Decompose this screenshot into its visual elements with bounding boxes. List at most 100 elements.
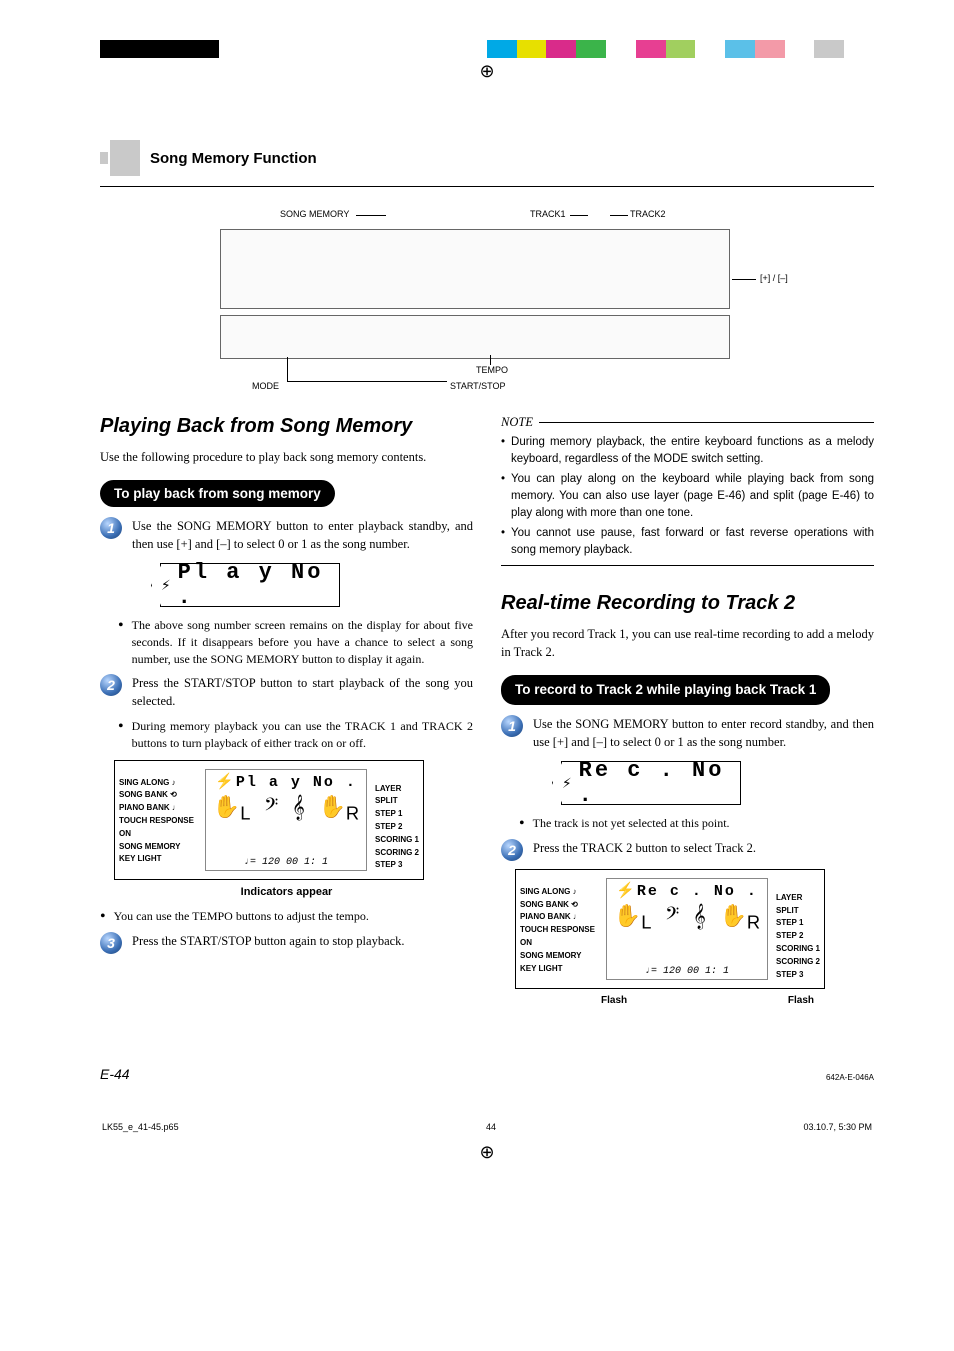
left-column: Playing Back from Song Memory Use the fo…: [100, 415, 473, 1006]
flash-icon: ⚡: [562, 773, 575, 793]
bass-clef-icon: 𝄢: [665, 903, 679, 933]
lcd-text: Pl a y No .: [178, 560, 339, 610]
bullet: • The above song number screen remains o…: [118, 617, 473, 667]
treble-clef-icon: 𝄞: [292, 794, 305, 824]
note-heading: NOTE: [501, 415, 874, 430]
flash-captions: Flash Flash: [501, 995, 874, 1006]
display-title: ⚡Pl a y No .: [206, 772, 366, 791]
page-footer: E-44 642A-E-046A: [100, 1066, 874, 1082]
meta-file: LK55_e_41-45.p65: [102, 1122, 179, 1132]
display-hands: ✋L 𝄢 𝄞 ✋R: [206, 794, 366, 824]
flash-right: Flash: [788, 995, 814, 1006]
hand-left-icon: ✋L: [614, 903, 652, 933]
page: ⊕ Song Memory Function SONG MEMORY TRACK…: [0, 0, 954, 1203]
step-text: Use the SONG MEMORY button to enter reco…: [533, 715, 874, 751]
step-number-icon: 3: [100, 932, 122, 954]
flash-icon: ⚡: [161, 575, 174, 595]
bullet-text: The track is not yet selected at this po…: [533, 815, 730, 833]
label-start-stop: START/STOP: [450, 381, 506, 391]
bullet-dot: •: [118, 718, 124, 752]
heading-realtime-track2: Real-time Recording to Track 2: [501, 592, 874, 615]
lcd-text: Re c . No .: [579, 758, 740, 808]
header-rule: [100, 186, 874, 187]
content-columns: Playing Back from Song Memory Use the fo…: [100, 415, 874, 1006]
bullet-text: The above song number screen remains on …: [132, 617, 473, 667]
lcd-rec-no: ⚡ Re c . No .: [561, 761, 741, 805]
print-color-bar: [100, 40, 874, 58]
page-number: E-44: [100, 1066, 130, 1082]
hand-right-icon: ✋R: [720, 903, 761, 933]
bullet-dot: •: [519, 815, 525, 833]
display-left-labels: SING ALONG ♪SONG BANK ⟲PIANO BANK ♩TOUCH…: [119, 777, 194, 867]
hand-right-icon: ✋R: [319, 794, 360, 824]
step-number-icon: 2: [100, 674, 122, 696]
display-screen: ⚡Re c . No . ✋L 𝄢 𝄞 ✋R ♩= 120 00 1: 1: [606, 878, 768, 980]
registration-mark-top: ⊕: [100, 62, 874, 80]
flash-icon: ⚡: [215, 774, 236, 791]
subhead-record-track2: To record to Track 2 while playing back …: [501, 675, 830, 705]
bullet: • You can use the TEMPO buttons to adjus…: [100, 908, 473, 926]
note-item: •You can play along on the keyboard whil…: [501, 471, 874, 521]
lcd-play-no: ⚡ Pl a y No .: [160, 563, 340, 607]
label-song-memory: SONG MEMORY: [280, 209, 349, 219]
step-text: Press the START/STOP button to start pla…: [132, 674, 473, 710]
treble-clef-icon: 𝄞: [693, 903, 706, 933]
intro-text: After you record Track 1, you can use re…: [501, 625, 874, 661]
note-list: •During memory playback, the entire keyb…: [501, 434, 874, 559]
step-2: 2 Press the TRACK 2 button to select Tra…: [501, 839, 874, 861]
step-number-icon: 1: [501, 715, 523, 737]
meta-timestamp: 03.10.7, 5:30 PM: [803, 1122, 872, 1132]
display-tempo: ♩= 120 00 1: 1: [206, 857, 366, 868]
bullet-dot: •: [118, 617, 124, 667]
hand-left-icon: ✋L: [213, 794, 251, 824]
display-right-labels: LAYERSPLITSTEP 1STEP 2SCORING 1SCORING 2…: [776, 892, 820, 982]
doc-code: 642A-E-046A: [826, 1073, 874, 1082]
step-3: 3 Press the START/STOP button again to s…: [100, 932, 473, 954]
display-title: ⚡Re c . No .: [607, 881, 767, 900]
note-item: •You cannot use pause, fast forward or f…: [501, 525, 874, 558]
step-number-icon: 1: [100, 517, 122, 539]
tab-block: [110, 140, 140, 176]
section-title: Song Memory Function: [150, 150, 317, 167]
step-text: Use the SONG MEMORY button to enter play…: [132, 517, 473, 553]
display-right-labels: LAYERSPLITSTEP 1STEP 2SCORING 1SCORING 2…: [375, 783, 419, 873]
step-number-icon: 2: [501, 839, 523, 861]
keyboard-diagram: SONG MEMORY TRACK1 TRACK2 [+] / [–] TEMP…: [120, 205, 854, 385]
note-item: •During memory playback, the entire keyb…: [501, 434, 874, 467]
step-2: 2 Press the START/STOP button to start p…: [100, 674, 473, 710]
note-label: NOTE: [501, 415, 533, 430]
label-track2: TRACK2: [630, 209, 666, 219]
step-1: 1 Use the SONG MEMORY button to enter pl…: [100, 517, 473, 553]
bass-clef-icon: 𝄢: [264, 794, 278, 824]
right-column: NOTE •During memory playback, the entire…: [501, 415, 874, 1006]
flash-icon: ⚡: [616, 883, 637, 900]
subhead-playback: To play back from song memory: [100, 480, 335, 507]
page-header: Song Memory Function: [100, 140, 874, 176]
caption-indicators: Indicators appear: [100, 886, 473, 898]
step-text: Press the START/STOP button again to sto…: [132, 932, 473, 954]
flash-left: Flash: [601, 995, 627, 1006]
display-tempo: ♩= 120 00 1: 1: [607, 966, 767, 977]
display-panel-rec: SING ALONG ♪SONG BANK ⟲PIANO BANK ♩TOUCH…: [515, 869, 825, 989]
step-1: 1 Use the SONG MEMORY button to enter re…: [501, 715, 874, 751]
intro-text: Use the following procedure to play back…: [100, 448, 473, 466]
meta-sheet: 44: [486, 1122, 496, 1132]
label-mode: MODE: [252, 381, 279, 391]
step-text: Press the TRACK 2 button to select Track…: [533, 839, 874, 861]
display-left-labels: SING ALONG ♪SONG BANK ⟲PIANO BANK ♩TOUCH…: [520, 886, 595, 976]
heading-playing-back: Playing Back from Song Memory: [100, 415, 473, 438]
bullet-dot: •: [100, 908, 106, 926]
bullet-text: During memory playback you can use the T…: [132, 718, 473, 752]
tab-accent: [100, 152, 108, 164]
display-hands: ✋L 𝄢 𝄞 ✋R: [607, 903, 767, 933]
bullet: • The track is not yet selected at this …: [519, 815, 874, 833]
label-plus-minus: [+] / [–]: [760, 273, 788, 283]
bullet: • During memory playback you can use the…: [118, 718, 473, 752]
display-screen: ⚡Pl a y No . ✋L 𝄢 𝄞 ✋R ♩= 120 00 1: 1: [205, 769, 367, 871]
bullet-text: You can use the TEMPO buttons to adjust …: [114, 908, 369, 926]
note-rule: [539, 422, 874, 423]
display-panel-play: SING ALONG ♪SONG BANK ⟲PIANO BANK ♩TOUCH…: [114, 760, 424, 880]
registration-mark-bottom: ⊕: [100, 1142, 874, 1163]
print-meta: LK55_e_41-45.p65 44 03.10.7, 5:30 PM: [100, 1122, 874, 1132]
label-track1: TRACK1: [530, 209, 566, 219]
